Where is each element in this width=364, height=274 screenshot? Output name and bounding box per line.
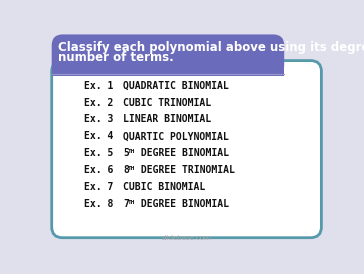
Text: Ex. 3: Ex. 3 <box>84 115 114 124</box>
Text: DEGREE TRINOMIAL: DEGREE TRINOMIAL <box>135 165 235 175</box>
Text: TH: TH <box>128 166 135 171</box>
Text: TH: TH <box>128 149 135 154</box>
FancyBboxPatch shape <box>52 61 321 238</box>
Text: 7: 7 <box>123 199 129 209</box>
Text: 5: 5 <box>123 149 129 158</box>
Text: Ex. 1: Ex. 1 <box>84 81 114 91</box>
Text: Classify each polynomial above using its degree and: Classify each polynomial above using its… <box>58 41 364 54</box>
FancyBboxPatch shape <box>52 35 284 76</box>
Text: Ex. 4: Ex. 4 <box>84 132 114 141</box>
FancyBboxPatch shape <box>52 61 284 76</box>
Text: CUBIC BINOMIAL: CUBIC BINOMIAL <box>123 182 205 192</box>
Text: LINEAR BINOMIAL: LINEAR BINOMIAL <box>123 115 211 124</box>
Text: Ex. 5: Ex. 5 <box>84 149 114 158</box>
Text: Ex. 2: Ex. 2 <box>84 98 114 108</box>
Text: Ex. 6: Ex. 6 <box>84 165 114 175</box>
Text: Ex. 8: Ex. 8 <box>84 199 114 209</box>
Text: slidebase.com: slidebase.com <box>162 235 211 241</box>
Text: QUARTIC POLYNOMIAL: QUARTIC POLYNOMIAL <box>123 132 229 141</box>
Text: CUBIC TRINOMIAL: CUBIC TRINOMIAL <box>123 98 211 108</box>
Text: 8: 8 <box>123 165 129 175</box>
Text: TH: TH <box>128 200 135 205</box>
Text: QUADRATIC BINOMIAL: QUADRATIC BINOMIAL <box>123 81 229 91</box>
Text: DEGREE BINOMIAL: DEGREE BINOMIAL <box>135 149 229 158</box>
Text: DEGREE BINOMIAL: DEGREE BINOMIAL <box>135 199 229 209</box>
Text: Ex. 7: Ex. 7 <box>84 182 114 192</box>
Text: number of terms.: number of terms. <box>58 51 174 64</box>
